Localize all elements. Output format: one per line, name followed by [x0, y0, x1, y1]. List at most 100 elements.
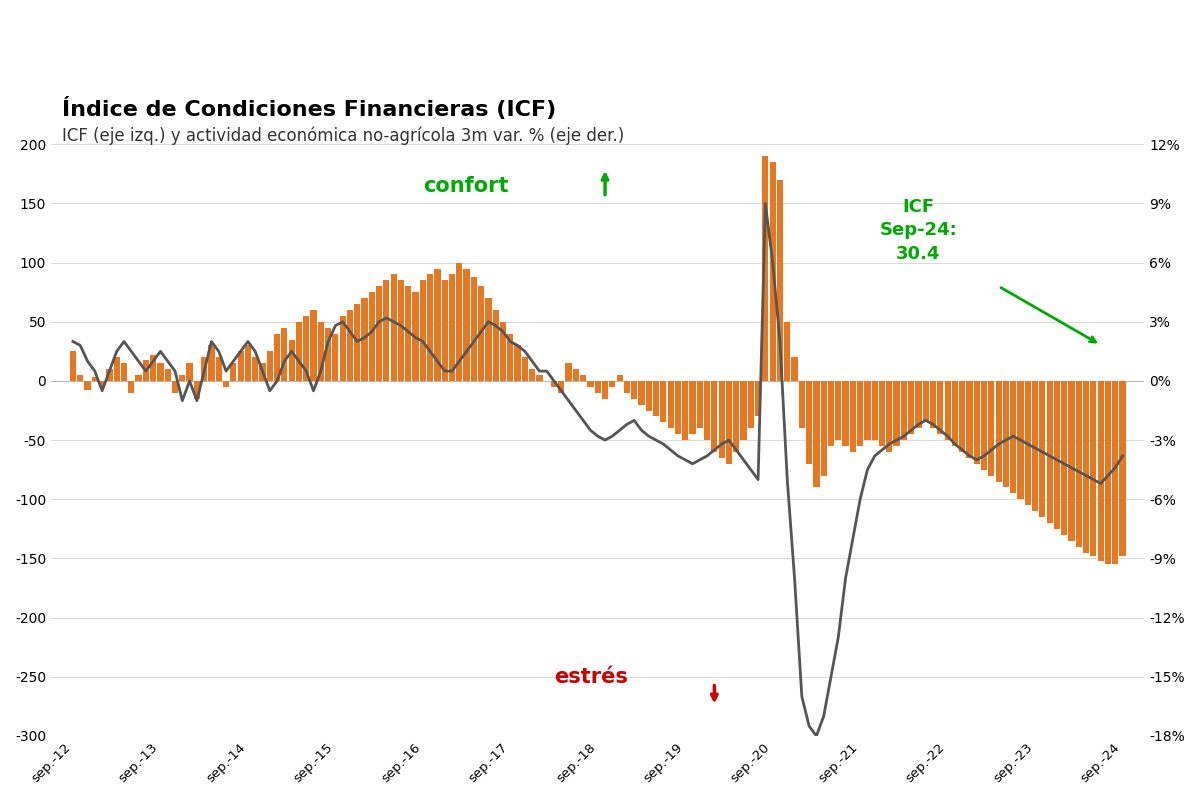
Bar	[376, 286, 382, 381]
Bar	[595, 381, 601, 393]
Bar	[529, 369, 535, 381]
Bar	[456, 262, 462, 381]
Bar	[398, 280, 404, 381]
Bar	[769, 162, 775, 381]
Bar	[610, 381, 616, 387]
Bar	[617, 375, 623, 381]
Bar	[886, 381, 893, 452]
Bar	[850, 381, 856, 452]
Bar	[674, 381, 682, 434]
Bar	[230, 363, 236, 381]
Bar	[835, 381, 841, 440]
Bar	[1091, 381, 1097, 556]
Bar	[930, 381, 936, 428]
Bar	[522, 358, 528, 381]
Bar	[1046, 381, 1052, 523]
Bar	[755, 381, 761, 417]
Bar	[580, 375, 587, 381]
Bar	[121, 363, 127, 381]
Bar	[442, 280, 448, 381]
Bar	[107, 369, 113, 381]
Bar	[1082, 381, 1090, 553]
Bar	[216, 358, 222, 381]
Bar	[332, 334, 338, 381]
Bar	[587, 381, 594, 387]
Bar	[1018, 381, 1024, 499]
Bar	[944, 381, 950, 440]
Bar	[368, 292, 374, 381]
Bar	[1039, 381, 1045, 517]
Bar	[128, 381, 134, 393]
Bar	[1075, 381, 1082, 546]
Bar	[980, 381, 988, 470]
Bar	[959, 381, 965, 452]
Bar	[485, 298, 492, 381]
Bar	[712, 381, 718, 452]
Bar	[748, 381, 754, 428]
Bar	[923, 381, 929, 422]
Bar	[500, 322, 506, 381]
Bar	[478, 286, 485, 381]
Bar	[660, 381, 666, 422]
Bar	[202, 358, 208, 381]
Bar	[209, 346, 215, 381]
Bar	[871, 381, 878, 440]
Bar	[150, 355, 156, 381]
Bar	[383, 280, 390, 381]
Bar	[638, 381, 644, 405]
Bar	[143, 360, 149, 381]
Bar	[996, 381, 1002, 482]
Bar	[406, 286, 412, 381]
Bar	[340, 316, 346, 381]
Bar	[828, 381, 834, 446]
Text: Índice de Condiciones Financieras (ICF): Índice de Condiciones Financieras (ICF)	[62, 97, 557, 120]
Bar	[646, 381, 652, 410]
Bar	[508, 334, 514, 381]
Bar	[1032, 381, 1038, 511]
Bar	[565, 363, 571, 381]
Bar	[347, 310, 353, 381]
Bar	[463, 269, 469, 381]
Bar	[719, 381, 725, 458]
Bar	[726, 381, 732, 464]
Bar	[857, 381, 863, 446]
Text: confort: confort	[422, 176, 509, 196]
Bar	[274, 334, 280, 381]
Bar	[77, 375, 83, 381]
Bar	[434, 269, 440, 381]
Bar	[631, 381, 637, 398]
Bar	[536, 375, 542, 381]
Bar	[814, 381, 820, 487]
Bar	[806, 381, 812, 464]
Bar	[390, 274, 397, 381]
Bar	[690, 381, 696, 434]
Bar	[776, 180, 784, 381]
Bar	[864, 381, 870, 440]
Bar	[420, 280, 426, 381]
Bar	[937, 381, 943, 434]
Bar	[842, 381, 848, 446]
Bar	[704, 381, 710, 440]
Bar	[653, 381, 659, 417]
Bar	[821, 381, 827, 476]
Bar	[304, 316, 310, 381]
Bar	[449, 274, 455, 381]
Bar	[901, 381, 907, 440]
Bar	[682, 381, 689, 440]
Bar	[558, 381, 564, 393]
Bar	[973, 381, 980, 464]
Bar	[186, 363, 193, 381]
Bar	[784, 322, 791, 381]
Bar	[966, 381, 972, 458]
Bar	[164, 369, 170, 381]
Bar	[70, 351, 76, 381]
Text: ICF
Sep-24:
30.4: ICF Sep-24: 30.4	[880, 198, 958, 262]
Bar	[288, 339, 295, 381]
Bar	[792, 358, 798, 381]
Bar	[1112, 381, 1118, 564]
Bar	[259, 363, 265, 381]
Bar	[1105, 381, 1111, 564]
Bar	[1061, 381, 1067, 534]
Bar	[470, 277, 476, 381]
Bar	[1120, 381, 1126, 556]
